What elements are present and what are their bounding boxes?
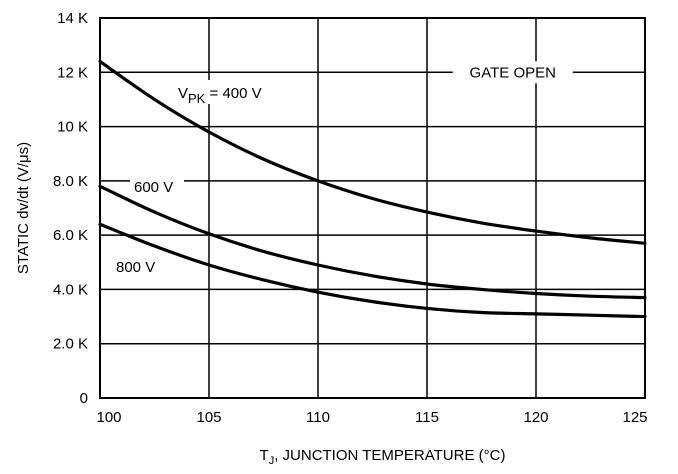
- y-tick-label: 14 K: [57, 10, 88, 27]
- x-tick-label: 115: [415, 409, 439, 426]
- series-label-background: [130, 177, 184, 197]
- x-tick-label: 120: [523, 409, 548, 426]
- series-line-0: [98, 59, 647, 245]
- x-axis-title: TJ, JUNCTION TEMPERATURE (°C): [260, 447, 506, 467]
- y-axis-title: STATIC dv/dt (V/μs): [15, 142, 32, 274]
- y-tick-label: 6.0 K: [53, 227, 88, 244]
- x-tick-label: 100: [96, 409, 121, 426]
- x-tick-label: 110: [306, 409, 330, 426]
- y-tick-label: 4.0 K: [53, 281, 88, 298]
- series-line-2: [98, 222, 647, 319]
- y-tick-label: 2.0 K: [53, 336, 88, 353]
- series-label-background: [176, 80, 280, 104]
- gate-open-annotation: GATE OPEN: [470, 64, 556, 81]
- x-tick-label: 105: [196, 409, 221, 426]
- series-line-1: [98, 184, 647, 300]
- series-label-600v: 600 V: [134, 179, 173, 196]
- y-tick-label: 10 K: [57, 119, 88, 136]
- annotation-background: [452, 61, 573, 84]
- y-tick-label: 8.0 K: [53, 173, 88, 190]
- series-label-800v: 800 V: [116, 259, 155, 276]
- series-label-400v: VPK = 400 V: [178, 85, 262, 106]
- x-tick-label: 125: [622, 409, 647, 426]
- y-tick-label: 12 K: [57, 64, 88, 81]
- y-tick-label: 0: [80, 390, 88, 407]
- plot-frame: [99, 17, 646, 399]
